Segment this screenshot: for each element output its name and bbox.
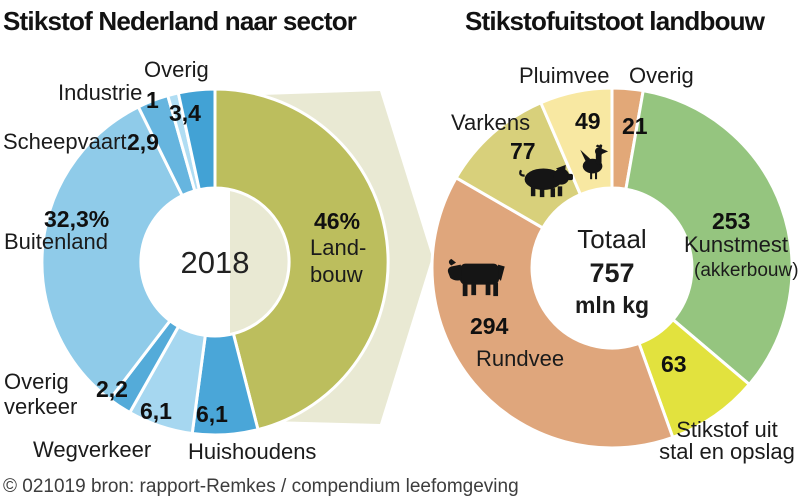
value-stal: 63	[661, 351, 687, 377]
center-year-label: 2018	[180, 245, 250, 280]
center-total: Totaal 757 mln kg	[550, 224, 674, 319]
right-chart-title: Stikstofuitstoot landbouw	[465, 6, 765, 36]
value-kunstmest: 253	[712, 208, 751, 234]
label-kunstmest-sub: (akkerbouw)	[694, 260, 799, 281]
total-unit: mln kg	[574, 292, 650, 318]
value-overig-right: 21	[622, 113, 648, 139]
value-industrie: 1	[146, 87, 159, 113]
left-chart-title: Stikstof Nederland naar sector	[3, 6, 357, 36]
value-overig-left: 3,4	[169, 100, 201, 126]
slice-rundvee	[430, 176, 675, 450]
value-buitenland: 32,3%	[44, 206, 110, 232]
label-varkens: Varkens	[451, 110, 531, 135]
cow-icon	[447, 258, 505, 297]
value-overig-verkeer: 2,2	[96, 376, 128, 402]
source-credit: © 021019 bron: rapport-Remkes / compendi…	[3, 476, 519, 497]
label-overig-right: Overig	[629, 63, 694, 88]
label-kunstmest: Kunstmest	[684, 232, 788, 257]
label-landbouw: Land- bouw	[310, 235, 367, 287]
value-varkens: 77	[510, 138, 536, 164]
value-pluimvee: 49	[575, 108, 601, 134]
label-buitenland: Buitenland	[4, 229, 108, 254]
label-scheepvaart: Scheepvaart	[3, 129, 127, 154]
chicken-icon	[580, 144, 609, 180]
slice-overig	[176, 87, 217, 192]
label-wegverkeer: Wegverkeer	[33, 437, 152, 462]
label-overig-left: Overig	[144, 57, 209, 82]
slice-kunstmest	[624, 89, 794, 386]
value-scheepvaart: 2,9	[127, 129, 159, 155]
slice-landbouw	[213, 87, 390, 432]
value-wegverkeer: 6,1	[140, 398, 172, 424]
label-pluimvee: Pluimvee	[519, 63, 610, 88]
value-rundvee: 294	[470, 313, 509, 339]
total-value: 757	[589, 258, 635, 288]
label-overig-verkeer: Overig verkeer	[4, 369, 78, 419]
total-title: Totaal	[577, 224, 647, 254]
pig-icon	[519, 164, 573, 198]
value-landbouw: 46%	[314, 208, 361, 234]
label-stal: Stikstof uit stal en opslag	[659, 417, 795, 464]
label-industrie: Industrie	[58, 80, 143, 105]
slice-buitenland	[40, 105, 184, 401]
value-huishoudens: 6,1	[196, 401, 228, 427]
label-huishoudens: Huishoudens	[188, 439, 317, 464]
label-rundvee: Rundvee	[476, 346, 565, 371]
